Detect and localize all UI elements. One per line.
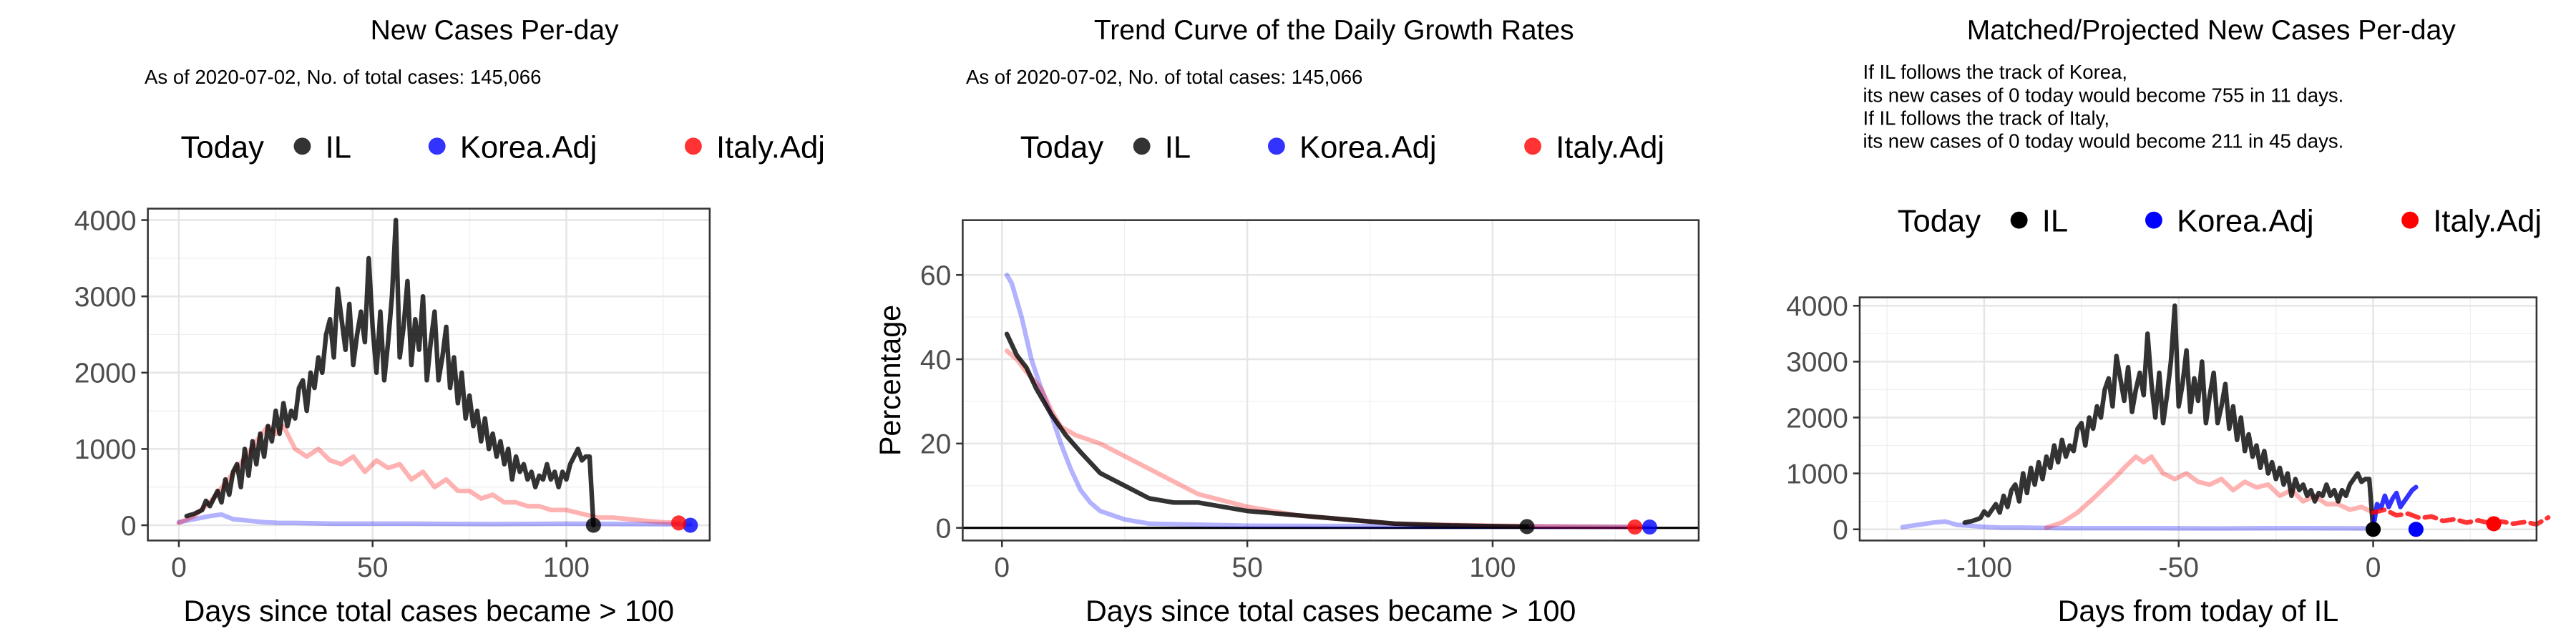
today-point-il <box>585 517 601 533</box>
chart-subtitle: its new cases of 0 today would become 75… <box>1863 84 2344 106</box>
today-point-korea-adj <box>2408 522 2424 537</box>
legend-marker-italy-adj <box>1524 137 1542 155</box>
legend-label: Italy.Adj <box>1556 130 1664 165</box>
legend-title: Today <box>1020 130 1104 165</box>
plot-background <box>962 220 1699 541</box>
legend: Today IL Korea.Adj Italy.Adj <box>1898 205 2542 239</box>
legend-label: Korea.Adj <box>460 130 597 165</box>
legend-marker-italy-adj <box>684 137 702 155</box>
series-line-korea-adj-projection <box>2371 484 2419 531</box>
legend-label: Italy.Adj <box>716 130 825 165</box>
today-point-italy-adj <box>2486 516 2502 532</box>
chart-title: New Cases Per-day <box>371 15 619 46</box>
legend-label: Italy.Adj <box>2433 205 2542 239</box>
chart-panel-1: New Cases Per-day As of 2020-07-02, No. o… <box>74 15 825 628</box>
x-axis-label: Days from today of IL <box>2058 595 2339 628</box>
plot-area <box>147 208 711 542</box>
y-tick-label: 0 <box>121 511 137 542</box>
legend-marker-italy-adj <box>2401 211 2419 229</box>
legend-label: IL <box>2042 205 2068 239</box>
x-axis-label: Days since total cases became > 100 <box>183 595 673 628</box>
legend-label: IL <box>1165 130 1191 165</box>
legend-marker-il <box>1133 137 1151 155</box>
series-line-italy-adj-projection <box>2371 507 2551 527</box>
y-tick-label: 1000 <box>74 434 137 465</box>
legend-title: Today <box>181 130 265 165</box>
y-tick-label: 40 <box>920 345 951 376</box>
plot-border <box>1858 296 2538 542</box>
plot-border <box>962 219 1700 542</box>
chart-title: Trend Curve of the Daily Growth Rates <box>1094 15 1574 46</box>
today-point-il <box>1519 519 1535 535</box>
chart-subtitle: As of 2020-07-02, No. of total cases: 14… <box>145 66 541 88</box>
chart-title: Matched/Projected New Cases Per-day <box>1967 15 2457 46</box>
legend: Today IL Korea.Adj Italy.Adj <box>1020 130 1664 165</box>
today-point-korea-adj <box>1641 519 1657 535</box>
legend-marker-il <box>2010 211 2028 229</box>
legend-title: Today <box>1898 205 1981 239</box>
today-point-italy-adj <box>1627 519 1643 535</box>
y-tick-label: 2000 <box>1786 403 1848 434</box>
x-tick-label: 100 <box>543 552 590 583</box>
y-tick-label: 1000 <box>1786 459 1848 489</box>
today-point-il <box>2365 522 2381 537</box>
chart-panel-3: Matched/Projected New Cases Per-day If IL… <box>1786 15 2551 628</box>
legend-marker-il <box>293 137 311 155</box>
y-tick-label: 60 <box>920 260 951 291</box>
today-point-italy-adj <box>670 515 687 531</box>
series-line-korea-adj <box>1004 273 1652 530</box>
legend-marker-korea-adj <box>428 137 446 155</box>
legend-marker-korea-adj <box>2145 211 2162 229</box>
today-point-korea-adj <box>683 517 698 533</box>
x-tick-label: 50 <box>1231 552 1262 583</box>
x-tick-label: -50 <box>2159 552 2199 583</box>
series-line-korea-adj <box>176 512 693 527</box>
legend-marker-korea-adj <box>1267 137 1285 155</box>
y-tick-label: 2000 <box>74 358 137 389</box>
legend-label: IL <box>326 130 351 165</box>
plot-border <box>147 208 711 542</box>
series-line-korea-adj <box>1900 519 2376 531</box>
legend-label: Korea.Adj <box>2177 205 2314 239</box>
x-tick-label: 50 <box>357 552 388 583</box>
x-tick-label: -100 <box>1956 552 2012 583</box>
legend-label: Korea.Adj <box>1299 130 1437 165</box>
y-tick-label: 3000 <box>74 282 137 313</box>
chart-subtitle: its new cases of 0 today would become 21… <box>1863 130 2344 152</box>
chart-subtitle: As of 2020-07-02, No. of total cases: 14… <box>966 66 1362 88</box>
x-tick-label: 100 <box>1469 552 1516 583</box>
y-tick-label: 3000 <box>1786 347 1848 378</box>
x-axis-label: Days since total cases became > 100 <box>1085 595 1576 628</box>
y-tick-label: 0 <box>936 513 952 544</box>
y-tick-label: 20 <box>920 429 951 460</box>
plot-area <box>962 219 1700 542</box>
y-tick-label: 4000 <box>1786 291 1848 322</box>
series-line-italy-adj <box>176 424 681 526</box>
plot-background <box>1859 297 2537 541</box>
series-line-il <box>184 218 596 528</box>
x-tick-label: 0 <box>994 552 1010 583</box>
series-line-il <box>1004 331 1530 530</box>
chart-subtitle: If IL follows the track of Korea, <box>1863 61 2128 83</box>
x-tick-label: 0 <box>2366 552 2381 583</box>
series-line-italy-adj <box>2044 454 2376 530</box>
legend: Today IL Korea.Adj Italy.Adj <box>181 130 825 165</box>
series-line-il <box>1962 303 2376 532</box>
y-tick-label: 0 <box>1833 515 1848 546</box>
y-axis-label: Percentage <box>874 305 907 456</box>
chart-subtitle: If IL follows the track of Italy, <box>1863 107 2109 129</box>
chart-panel-2: Trend Curve of the Daily Growth Rates As … <box>874 15 1700 628</box>
x-tick-label: 0 <box>171 552 187 583</box>
plot-area <box>1858 296 2551 542</box>
y-tick-label: 4000 <box>74 205 137 236</box>
